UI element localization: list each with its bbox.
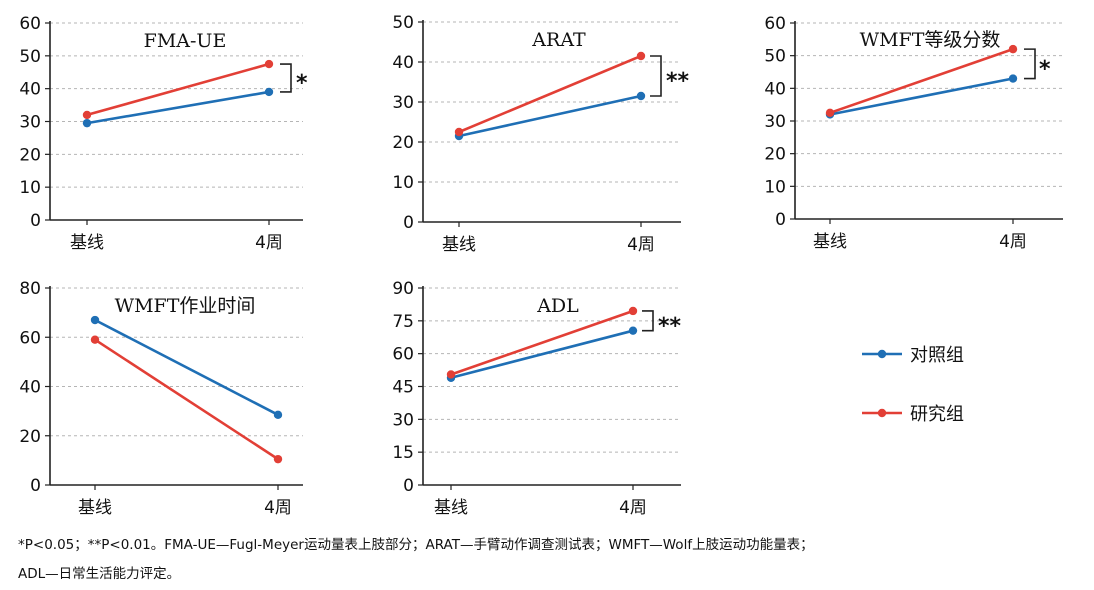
series-line xyxy=(93,338,280,461)
significance-marker: * xyxy=(296,71,308,96)
y-tick-label: 15 xyxy=(392,443,414,463)
y-tick-label: 0 xyxy=(30,476,41,496)
series-line xyxy=(85,62,271,117)
y-tick-label: 0 xyxy=(30,211,41,231)
y-tick-label: 50 xyxy=(19,47,41,67)
data-point xyxy=(454,127,464,137)
chart-panel-3: 0 10 20 30 40 50 60 基线 4周 WMFT等级分数 * xyxy=(764,14,1063,252)
footnote-line-1: *P<0.05；**P<0.01。FMA-UE—Fugl-Meyer运动量表上肢… xyxy=(18,537,814,553)
significance-marker: ** xyxy=(666,69,690,94)
x-tick-label: 4周 xyxy=(255,233,283,253)
y-tick-label: 20 xyxy=(392,133,414,153)
y-tick-label: 10 xyxy=(764,177,786,197)
y-tick-label: 60 xyxy=(19,14,41,34)
series-line xyxy=(828,47,1015,115)
x-tick-label: 4周 xyxy=(627,235,655,255)
x-tick-label: 基线 xyxy=(442,235,476,255)
y-tick-label: 60 xyxy=(764,14,786,34)
data-point xyxy=(82,118,92,128)
data-point xyxy=(90,315,100,325)
y-tick-label: 80 xyxy=(19,279,41,299)
figure-footnote: *P<0.05；**P<0.01。FMA-UE—Fugl-Meyer运动量表上肢… xyxy=(18,531,1088,589)
significance-marker: * xyxy=(1039,57,1051,82)
legend-label: 对照组 xyxy=(910,345,964,366)
chart-title: ARAT xyxy=(531,29,586,51)
y-tick-label: 90 xyxy=(392,279,414,299)
y-tick-label: 30 xyxy=(19,113,41,133)
y-tick-label: 60 xyxy=(392,345,414,365)
y-tick-label: 30 xyxy=(392,93,414,113)
x-tick-label: 4周 xyxy=(999,232,1027,252)
y-tick-label: 0 xyxy=(403,213,414,233)
y-tick-label: 20 xyxy=(19,427,41,447)
chart-title: ADL xyxy=(536,295,579,317)
y-tick-label: 30 xyxy=(392,410,414,430)
legend-marker xyxy=(877,349,887,359)
series-line xyxy=(828,77,1015,116)
y-tick-label: 40 xyxy=(392,53,414,73)
y-tick-label: 60 xyxy=(19,328,41,348)
x-tick-label: 基线 xyxy=(78,498,112,518)
footnote-line-2: ADL—日常生活能力评定。 xyxy=(18,566,181,582)
data-point xyxy=(446,370,456,379)
x-tick-label: 基线 xyxy=(813,232,847,252)
x-tick-label: 4周 xyxy=(619,498,647,518)
significance-bracket xyxy=(1024,48,1036,80)
significance-bracket xyxy=(642,310,654,332)
y-tick-label: 20 xyxy=(764,145,786,165)
series-line xyxy=(85,90,271,125)
y-tick-label: 50 xyxy=(392,13,414,33)
data-point xyxy=(264,59,274,69)
y-tick-label: 30 xyxy=(764,112,786,132)
x-tick-label: 基线 xyxy=(434,498,468,518)
x-tick-label: 基线 xyxy=(70,233,104,253)
y-tick-label: 40 xyxy=(764,79,786,99)
chart-title: FMA-UE xyxy=(144,30,227,52)
y-tick-label: 75 xyxy=(392,312,414,332)
y-tick-label: 45 xyxy=(392,378,414,398)
significance-bracket xyxy=(650,55,662,97)
data-point xyxy=(636,51,646,61)
figure-canvas: 0 10 20 30 40 50 60 基线 4周 FMA-UE * 0 10 20 30 40 50 基线 4周 A… xyxy=(19,13,1063,518)
data-point xyxy=(90,335,100,344)
data-point xyxy=(628,306,638,316)
data-point xyxy=(628,326,638,335)
y-tick-label: 50 xyxy=(764,47,786,67)
chart-panel-5: 0 15 30 45 60 75 90 基线 4周 ADL ** xyxy=(392,279,681,518)
series-line xyxy=(449,309,635,376)
data-point xyxy=(1008,44,1018,54)
data-point xyxy=(825,108,835,118)
data-point xyxy=(1008,74,1018,83)
significance-bracket xyxy=(280,63,292,93)
x-tick-label: 4周 xyxy=(264,498,292,518)
data-point xyxy=(273,454,283,464)
y-tick-label: 0 xyxy=(403,476,414,496)
series-line xyxy=(93,318,280,417)
chart-title: WMFT等级分数 xyxy=(860,29,1001,51)
chart-panel-1: 0 10 20 30 40 50 60 基线 4周 FMA-UE * xyxy=(19,14,308,253)
y-tick-label: 10 xyxy=(392,173,414,193)
legend-label: 研究组 xyxy=(910,404,964,425)
data-point xyxy=(82,110,92,120)
y-tick-label: 40 xyxy=(19,378,41,398)
y-tick-label: 40 xyxy=(19,80,41,100)
significance-marker: ** xyxy=(658,314,682,339)
y-tick-label: 10 xyxy=(19,178,41,198)
series-line xyxy=(457,54,643,134)
chart-title: WMFT作业时间 xyxy=(115,295,256,317)
y-tick-label: 20 xyxy=(19,145,41,165)
chart-panel-2: 0 10 20 30 40 50 基线 4周 ARAT ** xyxy=(392,13,689,255)
y-tick-label: 0 xyxy=(775,210,786,230)
series-line xyxy=(457,94,643,138)
data-point xyxy=(273,410,283,420)
data-point xyxy=(636,91,646,101)
legend-marker xyxy=(877,408,887,418)
chart-panel-4: 0 20 40 60 80 基线 4周 WMFT作业时间 xyxy=(19,279,303,518)
series-line xyxy=(449,329,635,380)
data-point xyxy=(264,87,274,97)
